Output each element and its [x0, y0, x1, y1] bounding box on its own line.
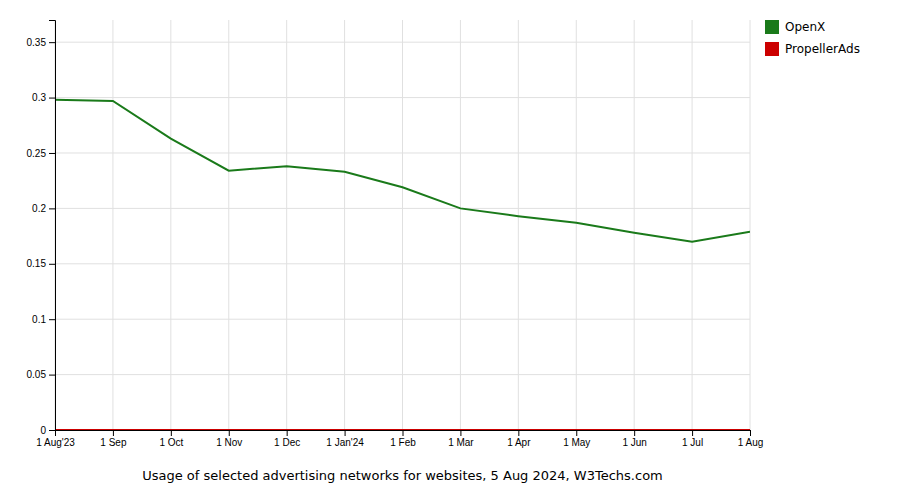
y-tick-mark	[49, 319, 55, 320]
y-tick-label: 0.35	[27, 37, 47, 48]
grid-line-x	[344, 20, 345, 430]
x-tick-mark	[171, 430, 172, 436]
grid-line-x	[228, 20, 229, 430]
x-tick-mark	[403, 430, 404, 436]
grid-line-x	[460, 20, 461, 430]
series-line	[55, 429, 750, 430]
x-tick-label: 1 May	[563, 437, 590, 448]
x-tick-mark	[55, 430, 56, 436]
y-tick-label: 0.05	[27, 369, 47, 380]
y-tick-mark	[49, 208, 55, 209]
y-tick: 0.3	[32, 92, 55, 103]
grid-line-x	[112, 20, 113, 430]
y-tick: 0.25	[27, 148, 55, 159]
x-tick-label: 1 Aug'23	[36, 437, 75, 448]
x-tick-label: 1 Jun	[622, 437, 646, 448]
x-tick-label: 1 Jul	[682, 437, 703, 448]
x-tick-label: 1 Oct	[159, 437, 183, 448]
x-tick: 1 Apr	[507, 430, 531, 448]
y-tick-label: 0.1	[32, 314, 46, 325]
x-tick-mark	[287, 430, 288, 436]
x-tick: 1 May	[563, 430, 590, 448]
x-tick-label: 1 Nov	[216, 437, 242, 448]
x-tick: 1 Feb	[390, 430, 416, 448]
x-tick: 1 Jul	[682, 430, 703, 448]
y-tick: 0.1	[32, 314, 55, 325]
y-tick-mark	[49, 153, 55, 154]
x-tick-label: 1 Feb	[390, 437, 416, 448]
y-axis-line	[49, 21, 56, 431]
y-tick-mark	[49, 375, 55, 376]
legend-item: OpenX	[765, 20, 825, 34]
grid-line-x	[692, 20, 693, 430]
series-group	[55, 100, 750, 430]
grid	[55, 20, 750, 430]
y-tick-label: 0.2	[32, 203, 46, 214]
x-tick-mark	[692, 430, 693, 436]
title: Usage of selected advertising networks f…	[142, 468, 663, 483]
x-tick: 1 Oct	[159, 430, 183, 448]
x-tick-label: 1 Aug	[738, 437, 764, 448]
x-axis: 1 Aug'23 1 Sep 1 Oct 1 Nov 1 Dec 1 Jan'24 1 Fe…	[36, 430, 763, 448]
grid-line-x	[402, 20, 403, 430]
y-tick: 0.2	[32, 203, 55, 214]
legend-swatch	[765, 20, 779, 34]
plot-area: 00.050.10.150.20.250.30.351 Aug'231 Sep1…	[27, 20, 764, 448]
x-tick-label: 1 Dec	[274, 437, 300, 448]
grid-line-x	[750, 20, 751, 430]
x-tick: 1 Jan'24	[326, 430, 364, 448]
x-tick-mark	[634, 430, 635, 436]
x-tick: 1 Aug	[738, 430, 764, 448]
legend-label: OpenX	[785, 20, 825, 34]
grid-line-x	[170, 20, 171, 430]
x-tick-label: 1 Sep	[100, 437, 127, 448]
x-tick: 1 Aug'23	[36, 430, 75, 448]
y-axis: 0 0.05 0.1 0.15 0.2 0.25 0.3 0.35	[27, 21, 56, 436]
y-tick: 0.15	[27, 258, 55, 269]
chart: 00.050.10.150.20.250.30.351 Aug'231 Sep1…	[0, 0, 900, 500]
legend-swatch	[765, 42, 779, 56]
grid-line-x	[286, 20, 287, 430]
x-tick-mark	[750, 430, 751, 436]
y-tick: 0.35	[27, 37, 55, 48]
x-tick-mark	[345, 430, 346, 436]
x-tick-mark	[229, 430, 230, 436]
y-tick-mark	[49, 42, 55, 43]
y-tick-label: 0	[40, 425, 46, 436]
y-tick-label: 0.3	[32, 92, 46, 103]
y-tick-label: 0.25	[27, 148, 47, 159]
x-tick-label: 1 Jan'24	[326, 437, 364, 448]
x-tick-mark	[518, 430, 519, 436]
x-tick: 1 Sep	[100, 430, 127, 448]
y-tick-label: 0.15	[27, 258, 47, 269]
x-tick: 1 Nov	[216, 430, 242, 448]
y-tick: 0.05	[27, 369, 55, 380]
x-tick-label: 1 Mar	[448, 437, 474, 448]
grid-line-x	[634, 20, 635, 430]
x-tick-mark	[460, 430, 461, 436]
y-tick: 0	[40, 425, 55, 436]
y-tick-mark	[49, 98, 55, 99]
y-tick-mark	[49, 264, 55, 265]
legend-item: PropellerAds	[765, 42, 860, 56]
x-axis-line	[56, 431, 751, 437]
series-line	[55, 100, 750, 242]
legend: OpenX PropellerAds	[765, 20, 860, 56]
x-tick-mark	[113, 430, 114, 436]
legend-label: PropellerAds	[785, 42, 860, 56]
x-tick: 1 Mar	[448, 430, 474, 448]
x-tick-label: 1 Apr	[507, 437, 531, 448]
x-tick-mark	[576, 430, 577, 436]
grid-line-x	[518, 20, 519, 430]
x-tick: 1 Jun	[622, 430, 646, 448]
y-tick-mark	[49, 430, 55, 431]
grid-line-x	[576, 20, 577, 430]
x-tick: 1 Dec	[274, 430, 300, 448]
